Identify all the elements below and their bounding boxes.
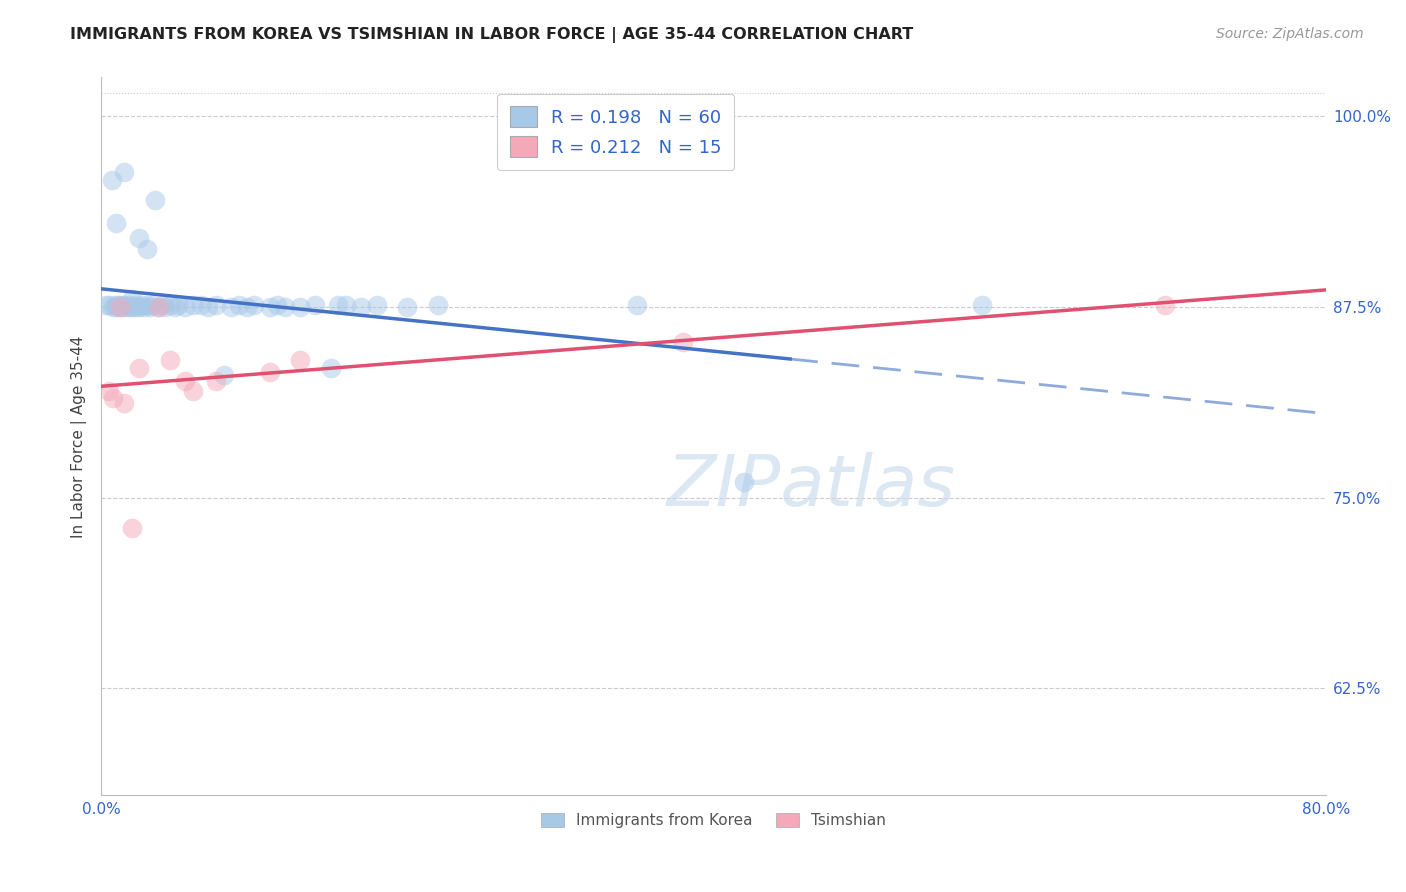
Point bbox=[259, 300, 281, 314]
Point bbox=[132, 300, 155, 314]
Point bbox=[319, 360, 342, 375]
Point bbox=[121, 521, 143, 535]
Point bbox=[112, 396, 135, 410]
Point bbox=[197, 300, 219, 314]
Point bbox=[118, 298, 141, 312]
Point bbox=[105, 300, 128, 314]
Point bbox=[212, 368, 235, 383]
Point bbox=[228, 298, 250, 312]
Point bbox=[146, 300, 169, 314]
Point bbox=[672, 334, 695, 349]
Point bbox=[235, 300, 257, 314]
Point bbox=[174, 300, 197, 314]
Point bbox=[128, 300, 150, 314]
Point bbox=[110, 298, 132, 312]
Point bbox=[288, 353, 311, 368]
Point bbox=[259, 365, 281, 379]
Point bbox=[108, 300, 131, 314]
Legend: Immigrants from Korea, Tsimshian: Immigrants from Korea, Tsimshian bbox=[536, 807, 891, 834]
Point bbox=[141, 298, 163, 312]
Point bbox=[105, 216, 128, 230]
Point bbox=[366, 298, 388, 312]
Point bbox=[94, 298, 117, 312]
Point bbox=[219, 300, 242, 314]
Point bbox=[108, 300, 131, 314]
Point bbox=[1154, 298, 1177, 312]
Point bbox=[131, 298, 153, 312]
Point bbox=[115, 300, 138, 314]
Point bbox=[128, 231, 150, 245]
Point bbox=[148, 300, 170, 314]
Point bbox=[181, 384, 204, 398]
Point bbox=[111, 300, 134, 314]
Point bbox=[125, 300, 148, 314]
Point bbox=[304, 298, 326, 312]
Point bbox=[121, 292, 143, 306]
Point bbox=[112, 298, 135, 312]
Y-axis label: In Labor Force | Age 35-44: In Labor Force | Age 35-44 bbox=[72, 335, 87, 538]
Text: ZIPatlas: ZIPatlas bbox=[666, 452, 956, 521]
Point bbox=[159, 298, 181, 312]
Point bbox=[97, 384, 120, 398]
Point bbox=[136, 242, 159, 256]
Point bbox=[103, 391, 125, 405]
Point bbox=[143, 193, 166, 207]
Point bbox=[626, 298, 648, 312]
Point bbox=[97, 298, 120, 312]
Point bbox=[174, 375, 197, 389]
Point bbox=[112, 165, 135, 179]
Text: IMMIGRANTS FROM KOREA VS TSIMSHIAN IN LABOR FORCE | AGE 35-44 CORRELATION CHART: IMMIGRANTS FROM KOREA VS TSIMSHIAN IN LA… bbox=[70, 27, 914, 43]
Point bbox=[136, 298, 159, 312]
Point bbox=[120, 300, 142, 314]
Point bbox=[166, 298, 188, 312]
Point bbox=[159, 353, 181, 368]
Point bbox=[350, 300, 373, 314]
Point bbox=[335, 298, 357, 312]
Point bbox=[163, 300, 186, 314]
Text: Source: ZipAtlas.com: Source: ZipAtlas.com bbox=[1216, 27, 1364, 41]
Point bbox=[121, 300, 143, 314]
Point bbox=[205, 298, 228, 312]
Point bbox=[190, 298, 212, 312]
Point bbox=[243, 298, 266, 312]
Point bbox=[970, 298, 993, 312]
Point bbox=[266, 298, 288, 312]
Point bbox=[288, 300, 311, 314]
Point bbox=[124, 298, 146, 312]
Point bbox=[427, 298, 450, 312]
Point bbox=[733, 475, 755, 490]
Point bbox=[396, 300, 419, 314]
Point bbox=[104, 298, 127, 312]
Point bbox=[150, 298, 173, 312]
Point bbox=[205, 375, 228, 389]
Point bbox=[328, 298, 350, 312]
Point bbox=[181, 298, 204, 312]
Point bbox=[139, 300, 162, 314]
Point bbox=[101, 173, 124, 187]
Point bbox=[155, 300, 177, 314]
Point bbox=[128, 360, 150, 375]
Point bbox=[103, 300, 125, 314]
Point bbox=[274, 300, 297, 314]
Point bbox=[107, 298, 129, 312]
